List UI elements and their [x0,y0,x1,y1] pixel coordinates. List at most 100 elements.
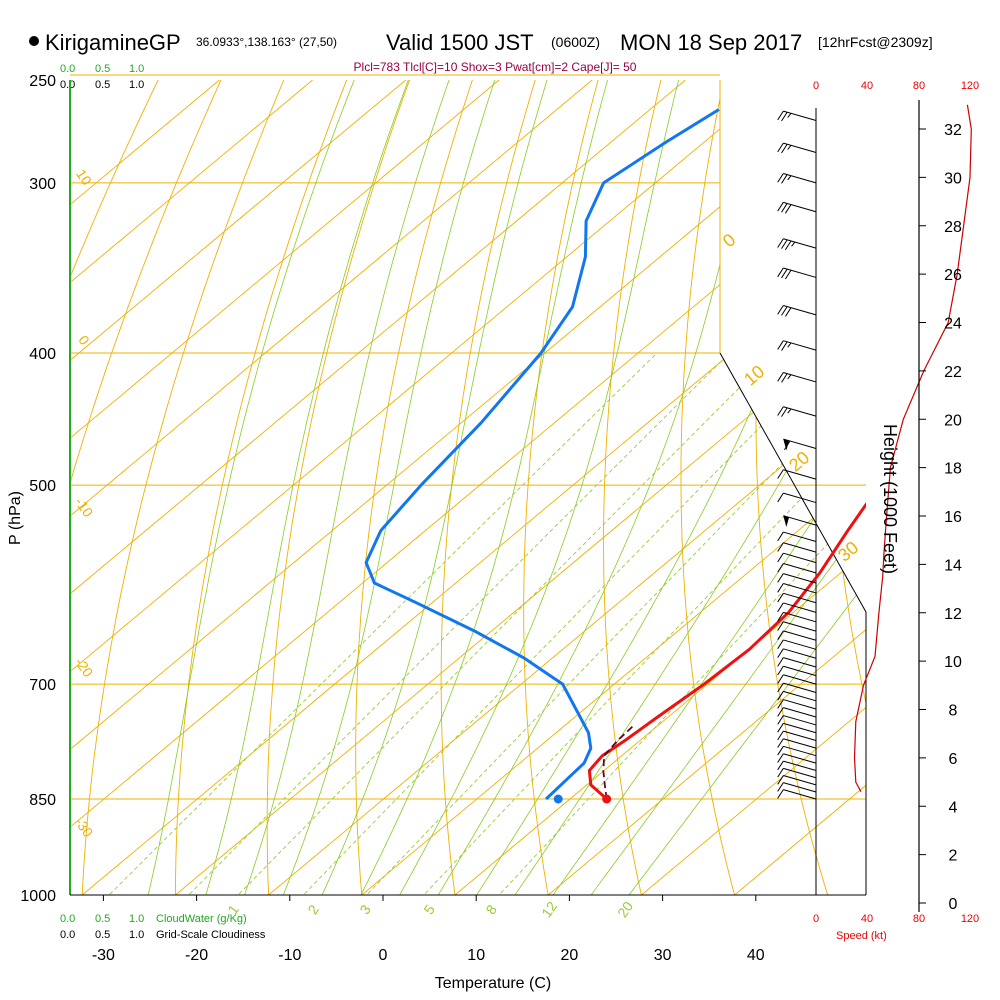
wind-barb-13 [777,690,817,702]
wind-barb-18 [777,648,817,659]
barb-feather [784,204,792,214]
barb-staff [783,267,817,278]
height-tick-6: 6 [949,751,958,768]
wind-barb-17 [777,657,817,668]
barb-feather [777,657,784,667]
wind-barb-12 [777,699,817,710]
stability-indices: Plcl=783 Tlcl[C]=10 Shox=3 Pwat[cm]=2 Ca… [354,60,637,74]
height-tick-0: 0 [949,896,958,913]
height-tick-18: 18 [944,461,962,478]
wind-barbs [777,110,817,800]
barb-feather [777,789,784,799]
mixing-ratio-label-20: 20 [614,898,636,920]
moist-adiabat-36 [569,80,866,895]
barb-feather [781,143,788,154]
barb-pennant [783,439,790,451]
height-tick-30: 30 [944,170,962,187]
barb-staff [783,531,817,542]
barb-staff [783,657,817,668]
mixing-ratio-3 [209,352,775,895]
barb-feather [784,240,792,251]
moist-adiabat-8 [308,80,557,895]
barb-feather [777,531,784,542]
wind-barb-11 [777,707,817,718]
barb-feather [777,682,784,693]
speed-scale: 0 40 80 120 0 40 80 120 Speed (kt) [813,80,979,942]
barb-feather [777,753,784,763]
station-name: KirigamineGP [45,30,181,55]
height-tick-20: 20 [944,412,962,429]
barb-feather [777,563,784,573]
isotherm--20 [81,80,866,895]
mixing-ratio-20 [471,352,866,895]
height-tick-26: 26 [944,267,962,284]
height-tick-14: 14 [944,557,962,574]
surface-temperature-dot [602,794,612,804]
wind-barb-1 [777,782,817,793]
isotherm--50 [70,80,779,895]
barb-feather [777,639,784,649]
wind-barb-42 [777,172,817,184]
wind-barb-26 [777,573,817,584]
barb-feather [777,110,784,121]
isotherm-label-10: 10 [73,166,95,188]
surface-dewpoint-dot [553,794,563,804]
wind-barb-16 [777,665,817,677]
sounding-series [364,108,866,804]
wind-barb-14 [777,682,817,694]
pressure-tick-700: 700 [29,677,56,694]
barb-feather [781,174,788,184]
wind-barb-41 [777,201,817,214]
barb-staff [783,372,817,383]
barb-staff [783,707,817,718]
isobar-lines [70,74,866,896]
dry-adiabat-20 [440,80,545,895]
mixing-ratio-12 [396,352,866,895]
cloud-black-b2: 1.0 [129,929,144,941]
dry-adiabat-40 [603,80,669,895]
barb-feather [777,406,784,416]
wind-barb-15 [777,674,817,685]
wind-barb-4 [777,760,817,771]
barb-staff [783,563,817,574]
barb-feather [777,372,784,382]
dry-adiabat--20 [80,80,297,895]
pressure-tick-500: 500 [29,478,56,495]
isotherm-30 [547,80,866,895]
barb-staff [783,583,817,594]
station-coords: 36.0933°,138.163° (27,50) [196,35,337,49]
height-tick-8: 8 [949,703,958,720]
temp-tick-30: 30 [654,947,672,964]
height-tick-28: 28 [944,219,962,236]
wind-barb-6 [777,745,817,757]
adiabat-label-0: 0 [719,230,740,252]
barb-staff [783,172,817,184]
mixing-ratio-2 [159,352,730,895]
barb-staff [783,760,817,771]
height-tick-32: 32 [944,122,962,139]
wind-barb-23 [777,602,817,613]
cloud-black-b0: 0.0 [60,929,75,941]
cloud-green-0: 0.0 [60,63,75,75]
mixing-ratio-label-3: 3 [356,901,374,917]
barb-feather [781,239,788,249]
barb-staff [783,639,817,650]
pressure-tick-400: 400 [29,346,56,363]
mixing-ratio-label-5: 5 [420,901,438,917]
temp-tick--30: -30 [92,947,115,964]
speed-bot-40: 40 [861,913,873,925]
speed-bot-80: 80 [913,913,925,925]
barb-staff [783,592,817,604]
height-tick-22: 22 [944,364,962,381]
barb-staff [783,492,817,504]
wind-barb-21 [777,621,817,632]
barb-staff [783,722,817,734]
height-tick-16: 16 [944,509,962,526]
barb-feather [777,238,784,248]
temp-tick-10: 10 [467,947,485,964]
height-tick-10: 10 [944,654,962,671]
barb-feather [777,715,784,725]
wind-speed-profile [853,104,972,792]
barb-staff [783,340,817,351]
